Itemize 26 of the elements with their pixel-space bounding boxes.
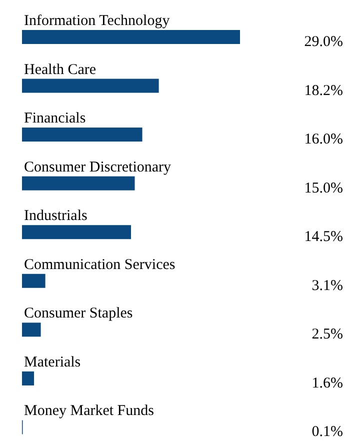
y-tick-label: Health Care (24, 62, 96, 78)
bar (22, 274, 46, 288)
data-label: 2.5% (312, 326, 343, 343)
data-label: 18.2% (304, 82, 343, 99)
data-label: 16.0% (304, 132, 343, 148)
data-label: 29.0% (304, 34, 343, 50)
bar (22, 176, 135, 190)
y-tick-label: Information Technology (24, 13, 170, 29)
bar (22, 30, 240, 44)
y-tick-label: Consumer Discretionary (24, 159, 172, 176)
data-label: 15.0% (304, 180, 343, 196)
y-tick-label: Financials (24, 110, 86, 127)
bar (22, 322, 41, 337)
bar (22, 371, 34, 386)
bar (22, 78, 159, 93)
data-label: 0.1% (312, 424, 343, 440)
data-label: 1.6% (312, 375, 343, 392)
y-tick-label: Materials (24, 354, 81, 370)
y-tick-label: Communication Services (24, 256, 176, 273)
data-label: 14.5% (304, 229, 343, 246)
y-tick-label: Industrials (24, 208, 88, 224)
y-tick-label: Money Market Funds (24, 403, 154, 420)
bar (22, 128, 142, 142)
bar (22, 225, 131, 240)
y-tick-label: Consumer Staples (24, 306, 133, 322)
data-label: 3.1% (312, 278, 343, 294)
